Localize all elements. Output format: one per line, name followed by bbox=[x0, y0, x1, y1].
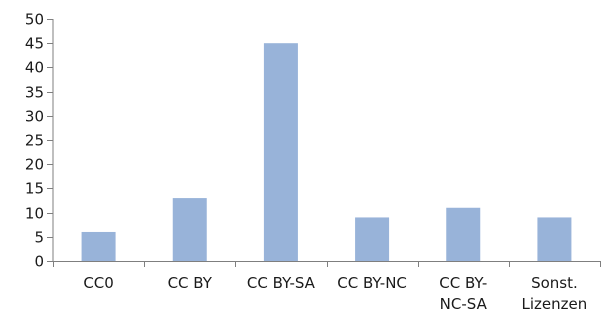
x-tick-label: CC0 bbox=[83, 274, 114, 292]
x-tick-label-line: CC BY- bbox=[439, 274, 487, 292]
y-tick-label: 20 bbox=[25, 156, 44, 174]
y-tick-label: 15 bbox=[25, 180, 44, 198]
y-tick-label: 10 bbox=[25, 205, 44, 223]
x-tick-label-line: Sonst. bbox=[531, 274, 578, 292]
x-tick-label-line: CC0 bbox=[83, 274, 114, 292]
y-axis: 0 5 10 15 20 25 30 35 40 45 50 bbox=[25, 11, 54, 271]
y-tick-label: 5 bbox=[34, 229, 44, 247]
y-tick-label: 0 bbox=[34, 253, 44, 271]
y-tick-label: 35 bbox=[25, 84, 44, 102]
x-axis: CC0 CC BY CC BY-SA CC BY-NC CC BY- NC-SA Sonst… bbox=[47, 261, 601, 313]
x-tick-label-line: CC BY-SA bbox=[247, 274, 316, 292]
y-tick-label: 45 bbox=[25, 35, 44, 53]
x-tick-label: CC BY-SA bbox=[247, 274, 316, 292]
bar bbox=[446, 207, 481, 261]
x-tick-label-line: Lizenzen bbox=[522, 295, 588, 313]
x-tick-label-line: NC-SA bbox=[440, 295, 488, 313]
y-tick-label: 50 bbox=[25, 11, 44, 29]
y-tick-label: 25 bbox=[25, 132, 44, 150]
bar bbox=[263, 43, 298, 262]
bar bbox=[355, 217, 390, 261]
bar bbox=[172, 198, 207, 261]
x-tick-label: CC BY- NC-SA bbox=[439, 274, 487, 313]
bar bbox=[81, 231, 116, 261]
x-tick-label-line: CC BY bbox=[168, 274, 213, 292]
x-tick-label-line: CC BY-NC bbox=[337, 274, 407, 292]
y-tick-label: 30 bbox=[25, 108, 44, 126]
x-tick-label: CC BY bbox=[168, 274, 213, 292]
bars bbox=[81, 43, 572, 262]
y-tick-label: 40 bbox=[25, 59, 44, 77]
bar bbox=[537, 217, 572, 261]
x-tick-label: CC BY-NC bbox=[337, 274, 407, 292]
x-tick-label: Sonst. Lizenzen bbox=[522, 274, 588, 313]
